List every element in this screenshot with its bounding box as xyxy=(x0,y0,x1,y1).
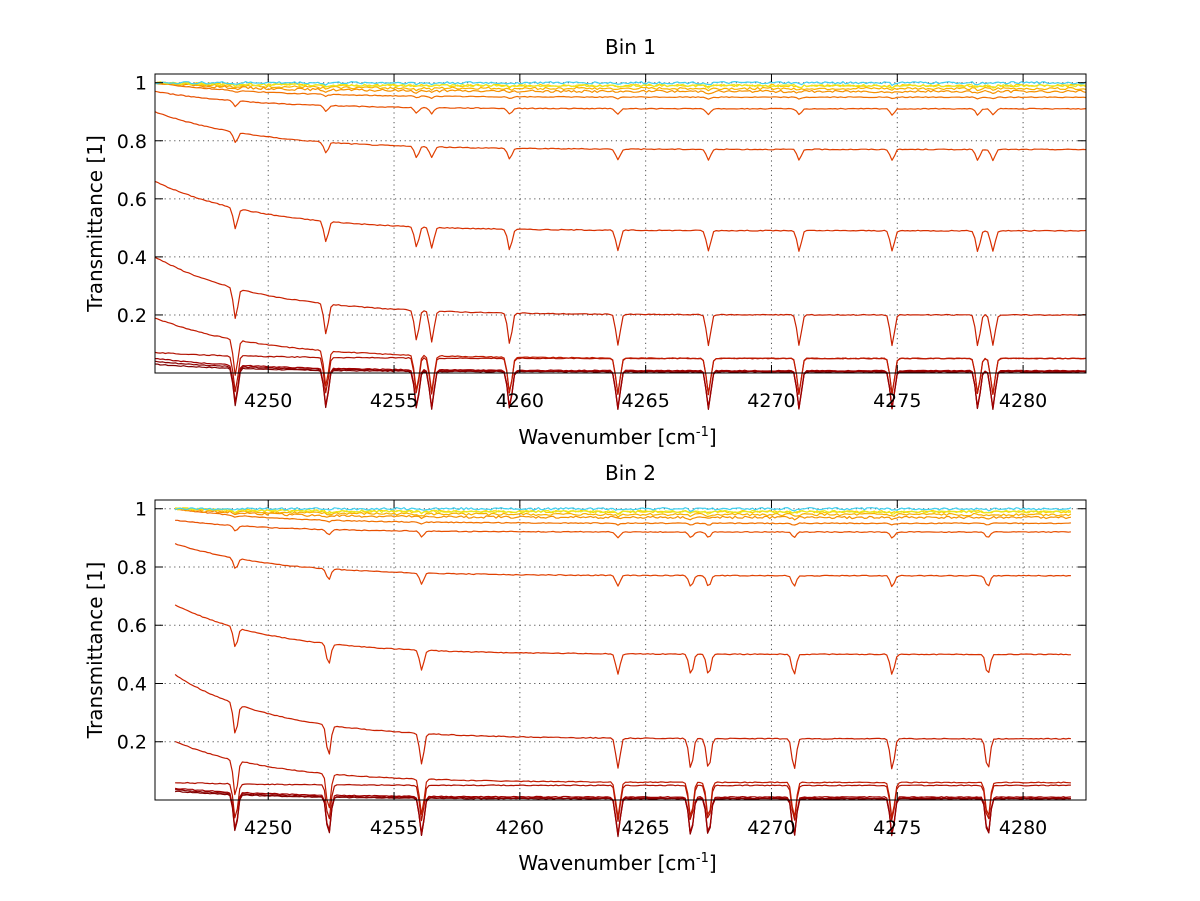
series-line-9 xyxy=(154,90,1087,116)
x-tick-label: 4280 xyxy=(999,817,1047,839)
x-axis-label: Wavenumber [cm-1] xyxy=(518,425,716,449)
series-line-12 xyxy=(174,507,1072,518)
chart-title: Bin 2 xyxy=(605,461,656,485)
series-line-3 xyxy=(155,358,1087,409)
y-tick-label: 1 xyxy=(135,499,147,521)
y-axis-label: Transmittance [1] xyxy=(83,562,107,740)
y-tick-label: 0.6 xyxy=(117,615,147,637)
series-line-10 xyxy=(175,508,1071,526)
y-tick-label: 0.4 xyxy=(117,673,147,695)
x-tick-label: 4265 xyxy=(621,390,669,412)
y-tick-label: 0.8 xyxy=(117,557,147,579)
chart-title: Bin 1 xyxy=(605,35,656,59)
series-line-8 xyxy=(154,111,1087,162)
y-tick-label: 0.4 xyxy=(117,247,147,269)
chart-panel-1: Bin 1 4250 4255 4260 4265 4270 4275 4280 0.2 0.4 0… xyxy=(83,35,1087,449)
chart-panel-2: Bin 2 4250 4255 4260 4265 4270 4275 4280 0.2 0.4 0… xyxy=(83,461,1087,875)
x-tick-label: 4270 xyxy=(747,817,795,839)
x-tick-label: 4265 xyxy=(621,817,669,839)
series-line-14 xyxy=(175,507,1071,516)
series-line-7 xyxy=(154,180,1087,252)
series-line-7 xyxy=(174,604,1071,675)
series-line-9 xyxy=(175,519,1071,539)
series-line-11 xyxy=(154,82,1087,95)
x-tick-label: 4275 xyxy=(873,390,921,412)
x-tick-label: 4260 xyxy=(496,817,544,839)
series-line-3 xyxy=(174,787,1071,835)
x-tick-label: 4270 xyxy=(747,390,795,412)
series-line-11 xyxy=(174,507,1072,521)
series-line-6 xyxy=(174,673,1071,770)
x-tick-label: 4255 xyxy=(370,390,418,412)
plot-frame xyxy=(154,499,1087,801)
x-tick-label: 4250 xyxy=(244,817,292,839)
series-line-15 xyxy=(154,80,1087,87)
x-tick-label: 4280 xyxy=(999,390,1047,412)
x-tick-label: 4250 xyxy=(244,390,292,412)
y-tick-label: 0.8 xyxy=(117,131,147,153)
x-tick-label: 4255 xyxy=(370,817,418,839)
x-tick-label: 4275 xyxy=(873,817,921,839)
series-line-12 xyxy=(154,81,1087,92)
x-axis-label: Wavenumber [cm-1] xyxy=(518,851,716,875)
plot-frame xyxy=(154,73,1087,374)
y-tick-label: 1 xyxy=(135,73,147,95)
y-tick-label: 0.6 xyxy=(117,189,147,211)
series-line-15 xyxy=(174,507,1072,512)
series-line-6 xyxy=(154,256,1087,347)
x-tick-label: 4260 xyxy=(496,390,544,412)
y-axis-label: Transmittance [1] xyxy=(83,135,107,313)
series-line-14 xyxy=(154,81,1087,90)
y-tick-label: 0.2 xyxy=(117,732,147,754)
series-line-5 xyxy=(174,740,1071,819)
series-line-5 xyxy=(154,317,1087,395)
series-line-10 xyxy=(154,82,1087,100)
y-tick-label: 0.2 xyxy=(117,305,147,327)
series-line-8 xyxy=(174,543,1071,588)
